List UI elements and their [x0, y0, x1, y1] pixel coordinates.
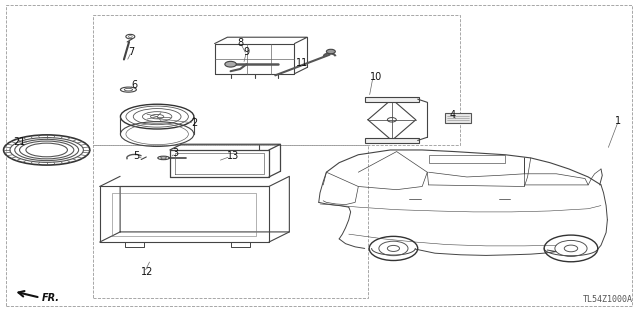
- Text: 8: 8: [237, 38, 243, 48]
- Text: 2: 2: [191, 118, 197, 128]
- Bar: [93, 145, 368, 298]
- Text: 3: 3: [172, 148, 178, 158]
- Text: 1: 1: [615, 116, 621, 126]
- Bar: [365, 138, 419, 143]
- Text: TL54Z1000A: TL54Z1000A: [583, 295, 633, 304]
- Text: 12: 12: [141, 267, 154, 277]
- Text: 6: 6: [131, 80, 137, 90]
- Bar: [429, 155, 505, 163]
- Circle shape: [225, 61, 236, 67]
- Text: 9: 9: [243, 47, 250, 56]
- Text: 21: 21: [13, 137, 26, 147]
- Text: 4: 4: [450, 110, 456, 120]
- Text: 13: 13: [227, 151, 239, 161]
- Text: 11: 11: [296, 58, 308, 68]
- Text: FR.: FR.: [42, 293, 60, 303]
- Text: 7: 7: [129, 47, 134, 56]
- Text: 5: 5: [134, 151, 140, 161]
- Bar: [365, 97, 419, 102]
- Text: 10: 10: [370, 72, 382, 82]
- Circle shape: [326, 49, 335, 54]
- Bar: [445, 113, 471, 123]
- Bar: [93, 15, 461, 145]
